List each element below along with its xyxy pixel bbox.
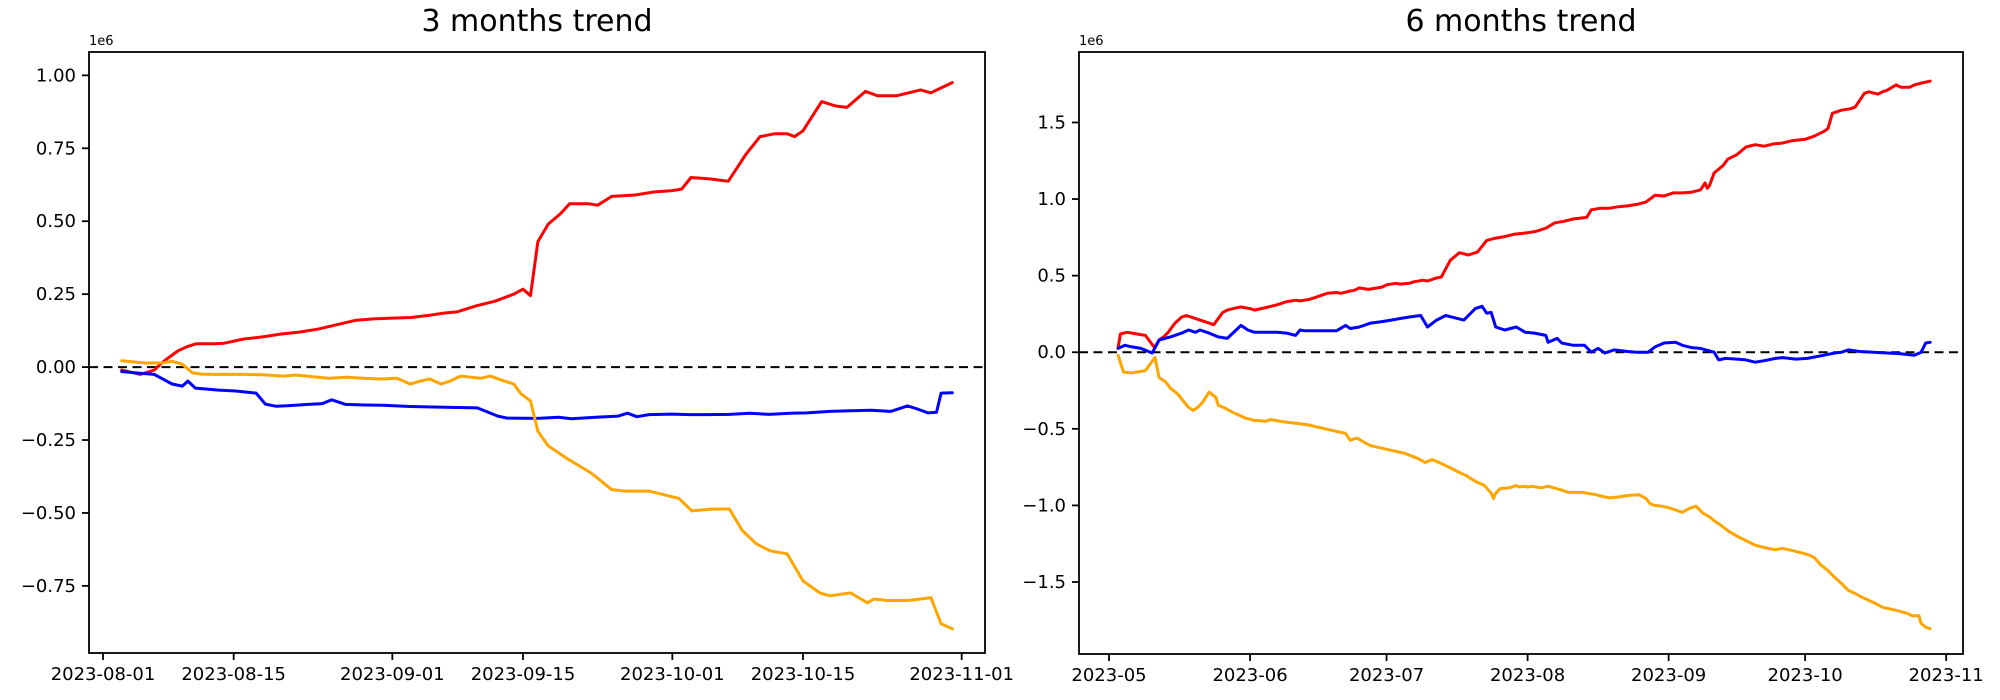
y-tick-label: −0.5 — [1022, 419, 1066, 440]
x-tick-label: 2023-09 — [1631, 665, 1706, 686]
y-tick-label: 0.50 — [36, 211, 76, 232]
series-line-orange — [1116, 353, 1932, 631]
y-tick-label: 1.5 — [1037, 112, 1066, 133]
y-tick-label: 0.25 — [36, 284, 76, 305]
y-tick-label: 0.75 — [36, 138, 76, 159]
series-line-blue — [120, 370, 954, 421]
x-tick-label: 2023-08 — [1490, 665, 1565, 686]
chart-6-months-trend: 2023-05 2023-06 2023-07 2023-08 2023-09 2023-… — [1022, 34, 1983, 686]
y-tick-label: −0.50 — [21, 503, 76, 524]
x-tick-label: 2023-11-01 — [909, 664, 1014, 685]
series-line-red — [1116, 79, 1932, 350]
chart-3-months-trend: 2023-08-01 2023-08-15 2023-09-01 2023-09-15… — [21, 34, 1014, 685]
x-tick-label: 2023-07 — [1349, 665, 1424, 686]
x-tick-label: 2023-09-15 — [471, 664, 576, 685]
series-line-blue — [1116, 304, 1932, 364]
y-tick-label: 0.00 — [36, 357, 76, 378]
y-tick-label: −1.5 — [1022, 572, 1066, 593]
chart-title-3-months: 3 months trend — [421, 4, 653, 39]
chart-title-6-months: 6 months trend — [1405, 4, 1637, 39]
x-tick-label: 2023-10-01 — [620, 664, 725, 685]
x-tick-label: 2023-10 — [1768, 665, 1843, 686]
x-tick-label: 2023-05 — [1071, 665, 1146, 686]
series-line-red — [120, 81, 954, 376]
x-tick-label: 2023-09-01 — [340, 664, 445, 685]
y-tick-label: 1.00 — [36, 65, 76, 86]
x-tick-label: 2023-11 — [1909, 665, 1984, 686]
y-axis-offset-label: 1e6 — [89, 34, 114, 49]
y-tick-label: 0.0 — [1037, 342, 1066, 363]
x-tick-label: 2023-08-01 — [51, 664, 156, 685]
x-tick-label: 2023-10-15 — [751, 664, 856, 685]
series-line-orange — [120, 359, 954, 631]
y-axis-offset-label: 1e6 — [1079, 34, 1104, 49]
x-tick-label: 2023-06 — [1212, 665, 1287, 686]
y-tick-label: 0.5 — [1037, 266, 1066, 287]
y-tick-label: 1.0 — [1037, 189, 1066, 210]
y-tick-label: −0.25 — [21, 430, 76, 451]
axes-frame — [88, 51, 986, 654]
y-tick-label: −0.75 — [21, 576, 76, 597]
y-tick-label: −1.0 — [1022, 495, 1066, 516]
x-tick-label: 2023-08-15 — [181, 664, 286, 685]
